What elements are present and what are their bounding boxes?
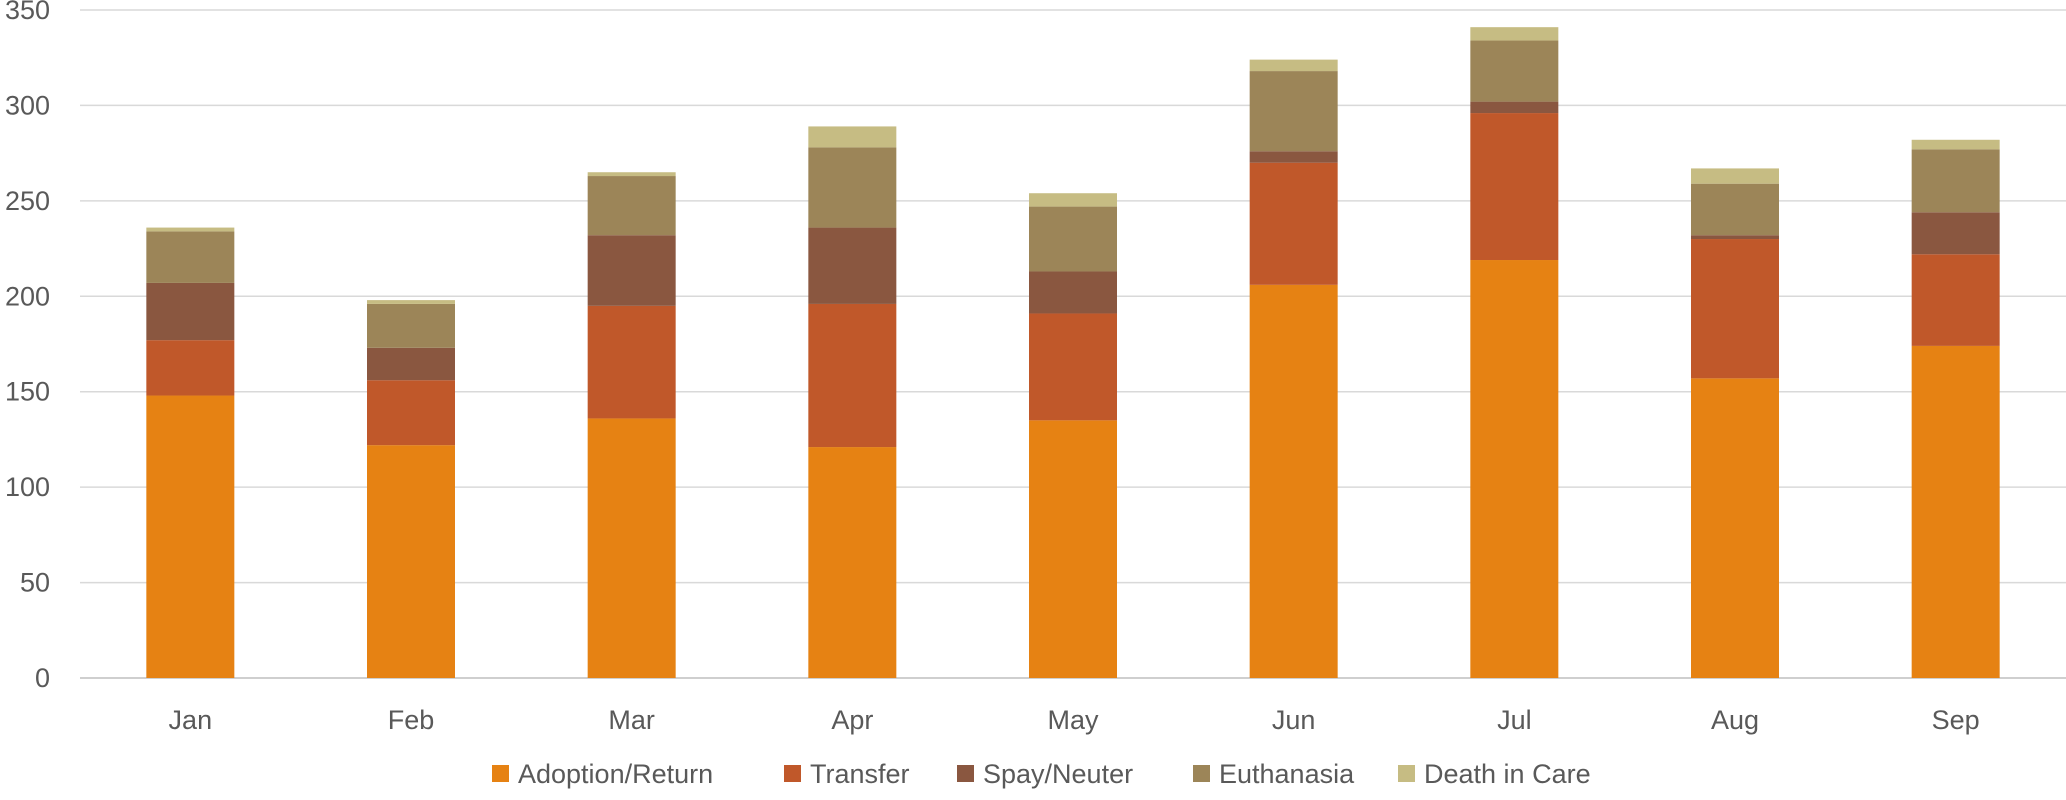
bar-segment <box>1691 183 1779 236</box>
y-tick-label: 250 <box>5 186 50 216</box>
x-tick-label: Jan <box>169 705 213 735</box>
x-tick-label: Aug <box>1711 705 1759 735</box>
bar-segment <box>1691 168 1779 184</box>
bar-segment <box>1911 139 2000 150</box>
bar-segment <box>1249 151 1338 163</box>
bar-segment <box>367 445 455 678</box>
bar-segment <box>587 305 676 419</box>
legend-label: Death in Care <box>1424 759 1591 789</box>
bar-segment <box>587 176 676 236</box>
bar-segment <box>367 380 455 446</box>
bar-segment <box>1029 193 1117 207</box>
legend-swatch <box>492 765 509 782</box>
x-tick-label: Jul <box>1497 705 1532 735</box>
x-tick-label: Feb <box>388 705 435 735</box>
y-tick-label: 200 <box>5 281 50 311</box>
bar-segment <box>146 227 235 232</box>
x-tick-label: Sep <box>1932 705 1980 735</box>
bar-segment <box>1470 40 1559 102</box>
bar-segment <box>1029 271 1117 314</box>
bar-segment <box>1249 59 1338 72</box>
bar-segment <box>1691 235 1779 240</box>
bar-segment <box>808 447 897 678</box>
legend-swatch <box>784 765 801 782</box>
bar-segment <box>1470 113 1559 261</box>
y-tick-label: 0 <box>35 663 50 693</box>
y-axis: 0 50 100 150 200 250 300 350 <box>5 0 50 693</box>
bar-segment <box>367 347 455 381</box>
y-tick-label: 300 <box>5 90 50 120</box>
bar-segment <box>587 172 676 177</box>
bar-segment <box>367 300 455 304</box>
x-tick-label: May <box>1047 705 1099 735</box>
legend-label: Euthanasia <box>1219 759 1355 789</box>
bar-segment <box>808 147 897 228</box>
bar-segment <box>146 340 235 396</box>
bar-segment <box>1249 71 1338 152</box>
x-tick-label: Mar <box>608 705 655 735</box>
legend-label: Spay/Neuter <box>983 759 1133 789</box>
bar-segment <box>1691 378 1779 678</box>
bar-segment <box>1470 260 1559 678</box>
bar-segment <box>1029 313 1117 421</box>
legend-swatch <box>1193 765 1210 782</box>
bar-segment <box>808 303 897 448</box>
bar-segment <box>1470 101 1559 114</box>
y-tick-label: 100 <box>5 472 50 502</box>
bar-segment <box>587 235 676 306</box>
x-tick-label: Apr <box>831 705 873 735</box>
bar-segment <box>367 303 455 348</box>
y-tick-label: 50 <box>20 568 50 598</box>
bar-segment <box>1470 27 1559 41</box>
bar-segment <box>1911 149 2000 213</box>
y-tick-label: 150 <box>5 377 50 407</box>
bar-segment <box>808 227 897 304</box>
bar-segment <box>146 231 235 283</box>
bar-segment <box>1029 206 1117 272</box>
legend-swatch <box>957 765 974 782</box>
y-tick-label: 350 <box>5 0 50 25</box>
bar-segment <box>1249 162 1338 285</box>
legend-label: Transfer <box>810 759 910 789</box>
bar-segment <box>1911 345 2000 678</box>
bars <box>146 27 2000 678</box>
bar-segment <box>587 418 676 678</box>
bar-segment <box>1029 420 1117 678</box>
x-axis: Jan Feb Mar Apr May Jun Jul Aug Sep <box>169 705 1980 735</box>
legend-swatch <box>1398 765 1415 782</box>
bar-segment <box>146 395 235 678</box>
legend-label: Adoption/Return <box>518 759 713 789</box>
bar-segment <box>1911 254 2000 346</box>
bar-segment <box>146 282 235 341</box>
bar-segment <box>1249 284 1338 678</box>
bar-segment <box>1691 239 1779 379</box>
bar-segment <box>1911 212 2000 255</box>
x-tick-label: Jun <box>1272 705 1316 735</box>
bar-segment <box>808 126 897 148</box>
legend: Adoption/Return Transfer Spay/Neuter Euthan… <box>492 759 1591 789</box>
